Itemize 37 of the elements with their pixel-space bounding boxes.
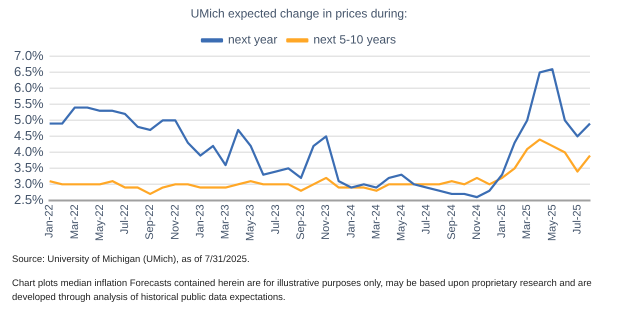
x-tick-label: Jul-22 xyxy=(119,204,132,234)
y-tick-label: 5.5% xyxy=(14,96,44,111)
legend-title: UMich expected change in prices during: xyxy=(190,6,408,20)
y-tick-label: 3.5% xyxy=(14,160,44,175)
x-tick-label: Mar-23 xyxy=(220,204,232,240)
x-tick-label: Mar-22 xyxy=(68,204,81,240)
x-tick-label: May-23 xyxy=(244,204,257,242)
y-tick-label: 6.5% xyxy=(14,64,44,79)
y-tick-label: 4.0% xyxy=(14,144,44,159)
x-tick-label: Sep-24 xyxy=(446,204,458,240)
y-tick-label: 5.0% xyxy=(14,112,44,127)
text: Chart plots median inflation Forecasts contained herein are for illustrative purposes only, may be based upon proprietary research and are developed through analysis of historical public data expectations. xyxy=(12,277,593,305)
x-tick-label: Jan-23 xyxy=(194,204,206,238)
y-tick-label: 4.5% xyxy=(14,128,44,143)
y-tick-label: 3.0% xyxy=(14,176,44,191)
x-tick-label: Sep-23 xyxy=(294,204,307,240)
x-tick-label: Jul-24 xyxy=(420,204,433,234)
y-tick-label: 6.0% xyxy=(14,80,44,95)
x-tick-label: Nov-22 xyxy=(169,204,182,240)
legend-label: next year xyxy=(228,32,278,47)
y-tick-label: 2.5% xyxy=(14,192,44,207)
x-tick-label: May-24 xyxy=(396,204,408,242)
x-tick-label: Jul-23 xyxy=(270,204,282,234)
y-tick-label: 7.0% xyxy=(14,48,44,63)
x-tick-label: Nov-24 xyxy=(470,204,483,240)
x-tick-label: Sep-22 xyxy=(144,204,156,240)
x-tick-label: May-25 xyxy=(546,204,558,242)
x-tick-label: May-22 xyxy=(94,204,106,242)
x-tick-label: Jul-25 xyxy=(571,204,584,234)
x-tick-label: Jan-22 xyxy=(44,204,56,238)
x-tick-label: Nov-23 xyxy=(320,204,332,240)
x-tick-label: Jan-25 xyxy=(496,204,508,238)
x-tick-label: Mar-25 xyxy=(521,204,534,240)
legend-label: next 5-10 years xyxy=(313,32,396,47)
x-tick-label: Mar-24 xyxy=(370,204,382,240)
x-tick-label: Jan-24 xyxy=(345,204,358,238)
source-note: Source: University of Michigan (UMich), as of 7/31/2025. xyxy=(12,253,251,267)
